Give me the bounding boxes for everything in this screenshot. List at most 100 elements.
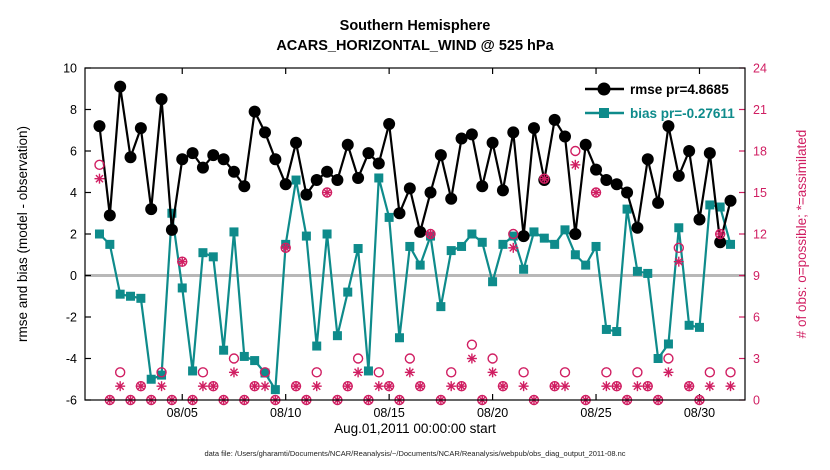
bias-point: [94, 229, 104, 239]
possible-point: [373, 367, 384, 378]
rmse-point: [496, 184, 509, 197]
assimilated-point: [209, 382, 218, 391]
y-left-tick-label: -2: [66, 311, 77, 325]
possible-point: [446, 367, 457, 378]
rmse-point: [610, 178, 623, 191]
y-right-tick-label: 6: [753, 311, 760, 325]
bias-point: [208, 252, 218, 262]
rmse-point: [424, 186, 437, 199]
bias-point: [622, 204, 632, 214]
rmse-point: [290, 136, 303, 149]
bias-point: [260, 368, 270, 378]
possible-point: [673, 242, 684, 254]
y-right-tick-label: 0: [753, 394, 760, 408]
bias-point: [601, 324, 611, 334]
rmse-point: [714, 236, 727, 249]
rmse-point: [165, 223, 178, 236]
rmse-point: [207, 149, 220, 162]
rmse-point: [300, 188, 313, 201]
rmse-point: [683, 145, 696, 157]
bias-point: [570, 250, 580, 260]
possible-point: [156, 367, 167, 378]
rmse-point: [631, 221, 644, 234]
legend-bias-label: bias pr=-0.27611: [630, 106, 735, 121]
bias-point: [560, 225, 570, 235]
y-right-tick-label: 15: [753, 186, 767, 200]
bias-point: [157, 370, 167, 380]
rmse-point: [641, 153, 654, 166]
x-tick-label: 08/05: [167, 406, 198, 420]
legend-bias-marker: [599, 108, 609, 118]
rmse-point: [600, 174, 613, 187]
rmse-point: [352, 171, 365, 184]
assimilated-point: [612, 382, 621, 391]
bias-point: [384, 212, 394, 222]
bias-point: [529, 227, 539, 237]
assimilated-point: [157, 382, 166, 391]
assimilated-point: [643, 382, 652, 391]
assimilated-point: [136, 382, 145, 391]
rmse-point: [259, 126, 271, 139]
rmse-point: [331, 174, 344, 187]
assimilated-point: [95, 174, 104, 183]
assimilated-point: [571, 160, 580, 169]
bias-point: [653, 354, 663, 363]
assimilated-point: [685, 382, 694, 391]
legend-rmse-marker: [597, 82, 611, 96]
assimilated-point: [664, 368, 673, 377]
rmse-point: [724, 194, 737, 207]
bias-point: [550, 239, 560, 249]
rmse-point: [476, 180, 489, 193]
assimilated-point: [447, 382, 456, 391]
assimilated-point: [509, 243, 518, 252]
bias-point: [415, 260, 425, 270]
possible-point: [94, 159, 105, 171]
bias-point: [374, 173, 384, 183]
bias-point: [663, 339, 673, 349]
rmse-point: [134, 122, 147, 135]
bias-point: [291, 175, 301, 185]
bias-point: [539, 233, 549, 243]
y-right-tick-label: 18: [753, 145, 767, 159]
rmse-point: [227, 165, 240, 178]
x-tick-label: 08/25: [580, 406, 611, 420]
rmse-point: [310, 174, 323, 187]
y-axis-label-right: # of obs: o=possible; *=assimilated: [794, 130, 809, 339]
y-left-tick-label: -4: [66, 352, 77, 366]
assimilated-point: [354, 368, 363, 377]
bias-point: [105, 239, 115, 249]
rmse-point: [248, 105, 261, 118]
rmse-point: [662, 120, 675, 133]
assimilated-point: [405, 368, 414, 377]
assimilated-point: [592, 188, 601, 197]
possible-point: [404, 353, 416, 364]
y-left-tick-label: 4: [70, 186, 77, 200]
rmse-point: [590, 163, 603, 176]
assimilated-point: [633, 382, 642, 391]
bias-point: [188, 366, 198, 376]
assimilated-point: [560, 382, 570, 391]
assimilated-point: [674, 257, 683, 266]
bias-point: [436, 302, 446, 312]
bias-point: [332, 331, 342, 341]
rmse-point: [279, 178, 292, 191]
rmse-point: [269, 153, 282, 166]
x-tick-label: 08/20: [477, 406, 508, 420]
bias-point: [343, 287, 353, 297]
assimilated-point: [498, 382, 507, 391]
possible-point: [114, 367, 126, 378]
rmse-point: [434, 149, 447, 162]
possible-point: [725, 367, 736, 378]
bias-point: [219, 345, 229, 355]
rmse-point: [362, 147, 375, 160]
bias-point: [353, 244, 363, 254]
y-axis-label-left: rmse and bias (model - observation): [15, 126, 30, 342]
possible-point: [632, 367, 643, 378]
rmse-point: [217, 153, 230, 166]
assimilated-point: [312, 382, 321, 391]
assimilated-point: [488, 368, 497, 377]
rmse-point: [465, 128, 478, 141]
bias-point: [115, 289, 125, 299]
rmse-point: [703, 147, 716, 160]
